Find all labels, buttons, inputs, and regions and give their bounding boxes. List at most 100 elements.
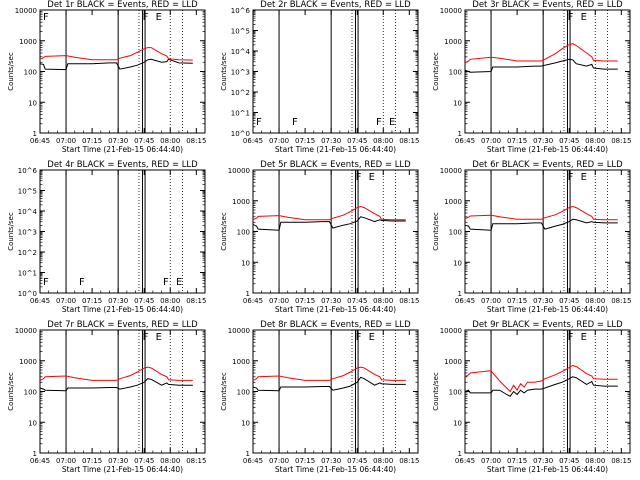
x-axis-label: Start Time (21-Feb-15 06:44:40) <box>62 305 183 314</box>
x-tick-label: 07:00 <box>269 137 289 145</box>
y-tick-label: 10 <box>453 99 462 107</box>
y-tick-label: 1 <box>458 290 462 298</box>
x-axis-label: Start Time (21-Feb-15 06:44:40) <box>62 465 183 474</box>
plot-frame <box>464 329 631 454</box>
flag-annotation: E <box>156 332 162 343</box>
plot-frame <box>252 9 419 134</box>
x-tick-label: 07:45 <box>559 137 579 145</box>
y-tick-label: 100 <box>237 389 250 397</box>
y-tick-label: 1000 <box>19 358 37 366</box>
y-tick-label: 10^3 <box>231 69 250 77</box>
y-axis-label: Counts/sec <box>7 212 15 251</box>
panel-title: Det 2r BLACK = Events, RED = LLD <box>260 0 411 10</box>
x-tick-label: 06:45 <box>30 137 50 145</box>
x-tick-label: 08:00 <box>160 457 180 465</box>
x-axis-label: Start Time (21-Feb-15 06:44:40) <box>62 145 183 154</box>
x-tick-label: 08:15 <box>186 297 206 305</box>
y-tick-label: 1 <box>33 130 37 138</box>
y-tick-label: 100 <box>449 229 462 237</box>
panel-title: Det 3r BLACK = Events, RED = LLD <box>472 0 623 10</box>
x-tick-label: 07:30 <box>533 137 553 145</box>
y-tick-label: 10 <box>453 259 462 267</box>
x-tick-label: 07:00 <box>269 457 289 465</box>
y-tick-label: 100 <box>449 389 462 397</box>
panel-title: Det 8r BLACK = Events, RED = LLD <box>260 320 411 330</box>
panel-3: Det 3r BLACK = Events, RED = LLD 1 10 100 10… <box>432 0 631 154</box>
flag-annotation: E <box>176 277 182 288</box>
lld-series-line <box>464 43 618 64</box>
x-tick-label: 07:15 <box>82 297 102 305</box>
x-tick-label: 08:15 <box>186 137 206 145</box>
x-tick-label: 07:30 <box>533 297 553 305</box>
x-tick-label: 06:45 <box>30 297 50 305</box>
x-axis-label: Start Time (21-Feb-15 06:44:40) <box>487 305 608 314</box>
x-tick-label: 06:45 <box>455 457 475 465</box>
y-tick-label: 10000 <box>228 327 250 335</box>
x-tick-label: 07:15 <box>295 297 315 305</box>
events-series-line <box>39 378 193 392</box>
flag-annotation: F <box>163 277 169 288</box>
x-tick-label: 07:30 <box>108 297 128 305</box>
events-series-line <box>252 216 406 231</box>
y-tick-label: 1 <box>33 450 37 458</box>
x-axis-label: Start Time (21-Feb-15 06:44:40) <box>487 145 608 154</box>
x-tick-label: 07:30 <box>108 137 128 145</box>
y-tick-label: 1000 <box>444 38 462 46</box>
flag-annotation: E <box>389 117 395 128</box>
y-tick-label: 10^4 <box>231 48 251 56</box>
panel-4: Det 4r BLACK = Events, RED = LLD 10^0 10^1… <box>7 160 206 314</box>
x-tick-label: 08:15 <box>399 137 419 145</box>
x-tick-label: 07:15 <box>295 137 315 145</box>
flag-annotation: F <box>292 117 298 128</box>
panel-2: Det 2r BLACK = Events, RED = LLD 10^0 10^1… <box>220 0 419 154</box>
y-tick-label: 10^0 <box>231 130 250 138</box>
y-tick-label: 100 <box>24 389 37 397</box>
flag-annotation: E <box>156 12 162 23</box>
x-tick-label: 08:00 <box>585 137 605 145</box>
flag-annotation: F <box>356 172 362 183</box>
x-tick-label: 06:45 <box>30 457 50 465</box>
x-tick-label: 08:15 <box>399 297 419 305</box>
flag-annotation: F <box>79 277 85 288</box>
events-series-line <box>464 218 618 231</box>
y-tick-label: 10 <box>453 419 462 427</box>
x-tick-label: 06:45 <box>243 297 263 305</box>
x-tick-label: 07:00 <box>56 137 76 145</box>
x-tick-label: 07:45 <box>134 137 154 145</box>
flag-annotation: F <box>356 332 362 343</box>
x-tick-label: 07:30 <box>108 457 128 465</box>
y-tick-label: 10000 <box>440 167 462 175</box>
x-tick-label: 07:45 <box>134 457 154 465</box>
flag-annotation: F <box>143 332 149 343</box>
panel-title: Det 7r BLACK = Events, RED = LLD <box>47 320 198 330</box>
x-tick-label: 08:00 <box>160 137 180 145</box>
x-tick-label: 07:00 <box>481 457 501 465</box>
y-axis-label: Counts/sec <box>220 372 228 411</box>
x-tick-label: 08:00 <box>373 297 393 305</box>
y-tick-label: 10000 <box>228 167 250 175</box>
x-tick-label: 07:45 <box>347 137 367 145</box>
y-axis-label: Counts/sec <box>432 52 440 91</box>
panel-title: Det 5r BLACK = Events, RED = LLD <box>260 160 411 170</box>
flag-annotation: F <box>43 277 49 288</box>
x-tick-label: 08:00 <box>585 297 605 305</box>
y-tick-label: 10^2 <box>231 89 250 97</box>
y-axis-label: Counts/sec <box>7 372 15 411</box>
y-axis-label: Counts/sec <box>432 212 440 251</box>
x-tick-label: 07:30 <box>321 137 341 145</box>
events-series-line <box>464 376 618 397</box>
y-axis-label: Counts/sec <box>432 372 440 411</box>
panel-5: Det 5r BLACK = Events, RED = LLD 1 10 100 10… <box>220 160 419 314</box>
flag-annotation: E <box>581 332 587 343</box>
y-tick-label: 1 <box>246 450 250 458</box>
lld-series-line <box>252 366 406 381</box>
x-tick-label: 08:00 <box>373 137 393 145</box>
panel-1: Det 1r BLACK = Events, RED = LLD 1 10 100 10… <box>7 0 206 154</box>
y-tick-label: 1000 <box>232 198 250 206</box>
y-tick-label: 10^5 <box>231 28 250 36</box>
lld-series-line <box>39 366 193 381</box>
y-tick-label: 10 <box>28 99 37 107</box>
x-tick-label: 06:45 <box>243 457 263 465</box>
y-tick-label: 10^1 <box>231 110 250 118</box>
y-tick-label: 10^2 <box>18 249 37 257</box>
